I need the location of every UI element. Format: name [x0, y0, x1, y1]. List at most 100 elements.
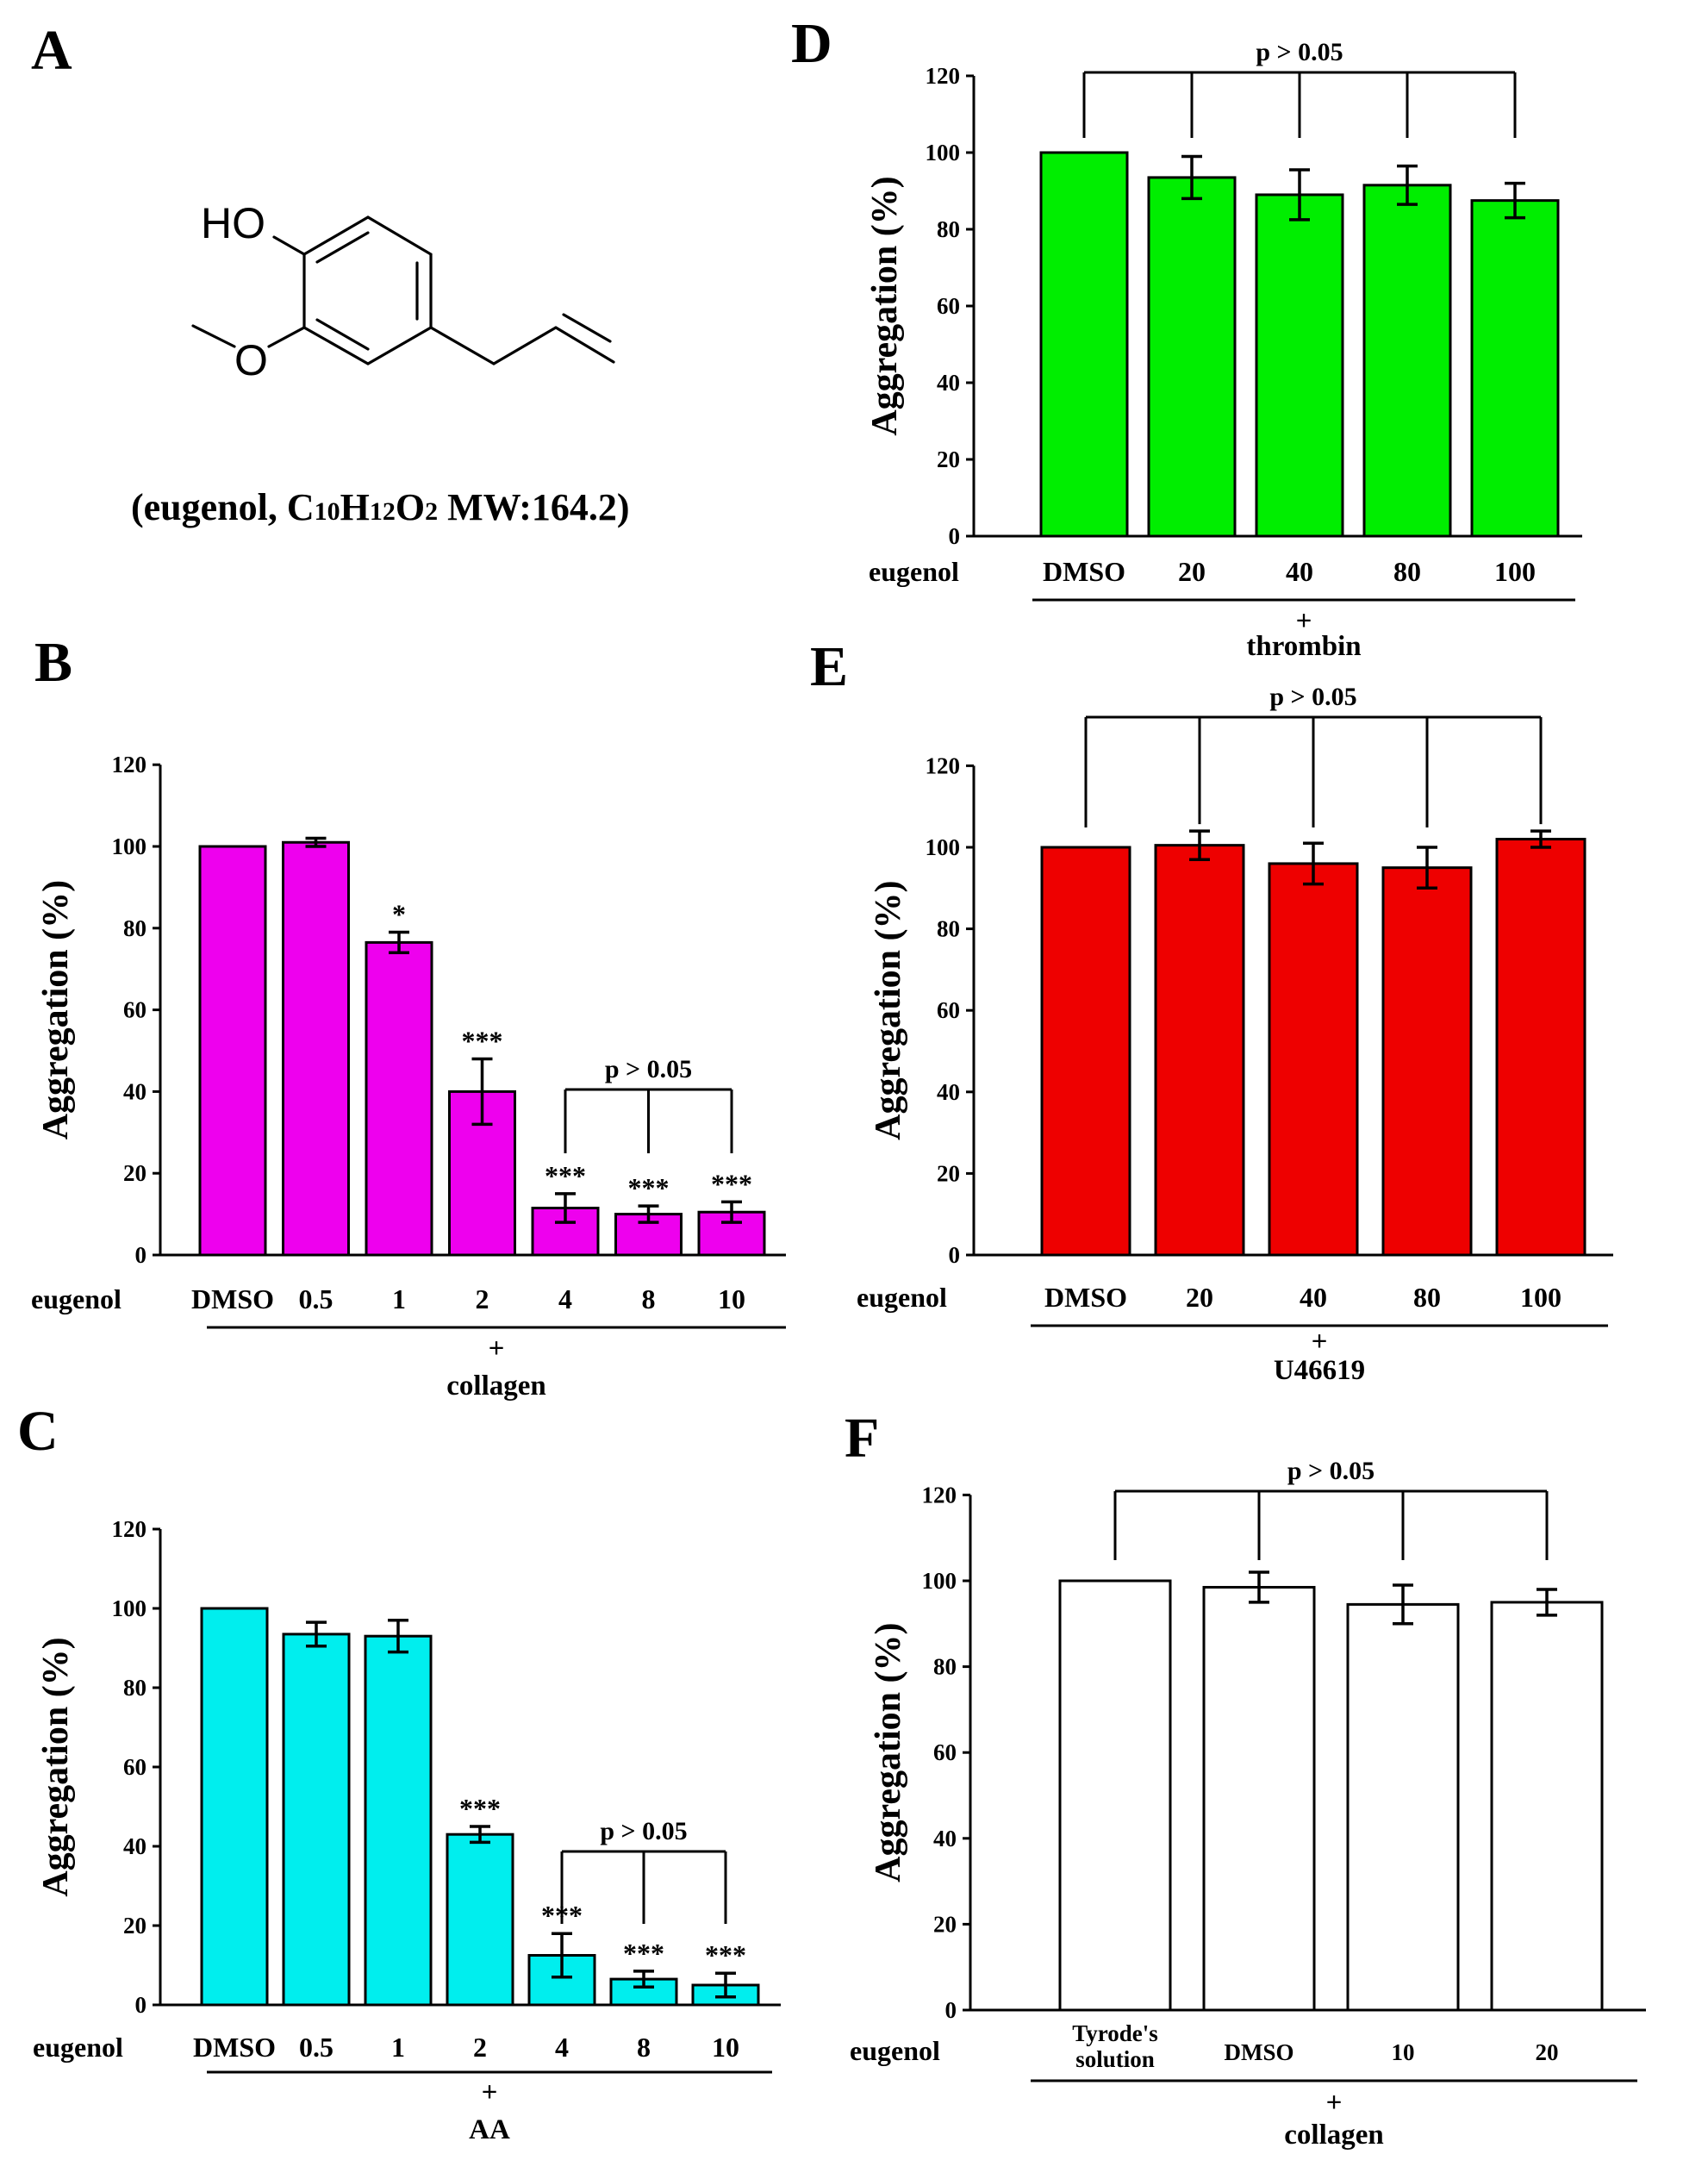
y-tick-label: 60 — [933, 1739, 957, 1765]
caption-sub-h: 12 — [370, 497, 396, 526]
bond-allyl-1 — [429, 326, 496, 365]
caption-pre: (eugenol, C — [131, 486, 315, 528]
category-label: 1 — [391, 2032, 405, 2063]
y-tick-label: 100 — [922, 1568, 957, 1594]
panel-f-collagen-chart: F 0 20 40 60 80 100 120 Aggregation (%) Tyrode'ss… — [845, 1407, 1646, 2151]
row-label-eugenol: eugenol — [869, 556, 959, 587]
y-tick-label: 80 — [937, 916, 960, 942]
bar-f-2 — [1346, 1602, 1460, 2012]
category-label: 80 — [1393, 556, 1421, 587]
category-label: 0.5 — [299, 1283, 333, 1314]
bracket-label: p > 0.05 — [1287, 1457, 1375, 1485]
category-label: 100 — [1520, 1282, 1562, 1313]
bar-f-1 — [1202, 1585, 1316, 2012]
panel-label-e: E — [810, 635, 848, 698]
category-label: DMSO — [193, 2032, 276, 2063]
panel-c-aa-chart: C 0 20 40 60 80 100 120 Aggregation (%) DMSO 0.5 1 *… — [17, 1400, 781, 2145]
bar-e-4 — [1495, 838, 1586, 1257]
bond-c-oh — [272, 235, 306, 256]
y-tick-label: 120 — [112, 1516, 147, 1542]
y-tick-label: 120 — [922, 1482, 957, 1508]
bar-b-0 — [198, 845, 267, 1257]
significance-marker: *** — [705, 1939, 746, 1970]
bond-allyl-3b — [562, 313, 612, 343]
y-tick-label: 80 — [937, 216, 960, 242]
y-axis-title: Aggregation (%) — [36, 1637, 76, 1896]
category-label: 20 — [1186, 1282, 1213, 1313]
bracket-label: p > 0.05 — [605, 1055, 692, 1083]
significance-marker: * — [392, 899, 406, 930]
plus-sign: + — [1296, 606, 1312, 637]
y-tick-label: 60 — [123, 997, 146, 1023]
category-label: DMSO — [1225, 2039, 1294, 2065]
agonist-label: U46619 — [1274, 1355, 1365, 1386]
category-label: 8 — [637, 2032, 651, 2063]
bar-d-3 — [1362, 184, 1452, 538]
row-label-eugenol: eugenol — [33, 2032, 123, 2063]
bar-d-4 — [1470, 199, 1560, 538]
y-tick-label: 100 — [112, 834, 147, 859]
agonist-label: collagen — [446, 1370, 545, 1402]
y-tick-label: 100 — [926, 140, 961, 165]
bar-c-1 — [282, 1633, 351, 2007]
plus-sign: + — [1326, 2088, 1343, 2119]
significance-marker: *** — [459, 1793, 501, 1824]
category-label: 40 — [1300, 1282, 1327, 1313]
plus-sign: + — [1312, 1327, 1328, 1358]
row-label-eugenol: eugenol — [31, 1283, 122, 1314]
panel-b-collagen-chart: B 0 20 40 60 80 100 120 Aggregation (%) DMSO 0.5 * 1… — [31, 631, 786, 1402]
y-tick-label: 0 — [949, 523, 961, 549]
bar-f-0 — [1058, 1579, 1172, 2012]
category-label: DMSO — [191, 1283, 274, 1314]
significance-marker: *** — [623, 1938, 664, 1969]
category-label: 8 — [642, 1283, 656, 1314]
category-label: 1 — [392, 1283, 406, 1314]
category-label: 10 — [1392, 2039, 1415, 2065]
bar-e-2 — [1268, 862, 1359, 1257]
caption-o: O — [396, 486, 425, 528]
y-axis-title: Aggregation (%) — [869, 881, 908, 1140]
panel-label-f: F — [845, 1407, 879, 1470]
y-tick-label: 100 — [926, 834, 961, 860]
bar-e-0 — [1040, 846, 1131, 1257]
panel-label-a: A — [31, 19, 72, 82]
category-label: 0.5 — [299, 2032, 333, 2063]
category-label: DMSO — [1043, 556, 1125, 587]
plus-sign: + — [489, 1333, 505, 1364]
y-tick-label: 20 — [123, 1160, 146, 1186]
y-tick-label: 0 — [135, 1992, 147, 2018]
category-label-part: Tyrode's — [1072, 2020, 1158, 2046]
significance-marker: *** — [545, 1160, 586, 1191]
bracket-label: p > 0.05 — [1269, 683, 1356, 711]
caption-h: H — [340, 486, 370, 528]
category-label: 4 — [558, 1283, 572, 1314]
category-label: 2 — [473, 2032, 487, 2063]
panel-d-thrombin-chart: D 0 20 40 60 80 100 120 Aggregation (%) DMSO 20 40 8… — [791, 12, 1582, 662]
bar-c-2 — [364, 1634, 433, 2007]
significance-marker: *** — [628, 1172, 670, 1203]
eugenol-structure — [191, 215, 615, 365]
category-label: 80 — [1413, 1282, 1441, 1313]
y-tick-label: 120 — [112, 752, 147, 777]
category-label: 40 — [1286, 556, 1313, 587]
y-tick-label: 120 — [926, 752, 961, 778]
bar-c-0 — [200, 1607, 269, 2007]
atom-o: O — [234, 336, 268, 384]
bond-c-o — [267, 326, 306, 348]
category-label: 20 — [1178, 556, 1206, 587]
molecule-caption: (eugenol, C10H12O2 MW:164.2) — [131, 486, 630, 528]
y-tick-label: 80 — [123, 1675, 146, 1701]
y-tick-label: 80 — [123, 915, 146, 941]
bar-c-3 — [446, 1832, 514, 2007]
category-label: DMSO — [1044, 1282, 1127, 1313]
ring-double-bond-1 — [315, 231, 370, 264]
bond-o-methyl — [191, 324, 236, 348]
category-label-part: solution — [1075, 2046, 1155, 2072]
y-tick-label: 100 — [112, 1595, 147, 1621]
y-tick-label: 80 — [933, 1654, 957, 1680]
row-label-eugenol: eugenol — [850, 2035, 940, 2066]
y-tick-label: 20 — [123, 1913, 146, 1939]
panel-label-d: D — [791, 12, 832, 75]
bar-b-1 — [282, 840, 350, 1257]
benzene-ring — [302, 215, 433, 365]
